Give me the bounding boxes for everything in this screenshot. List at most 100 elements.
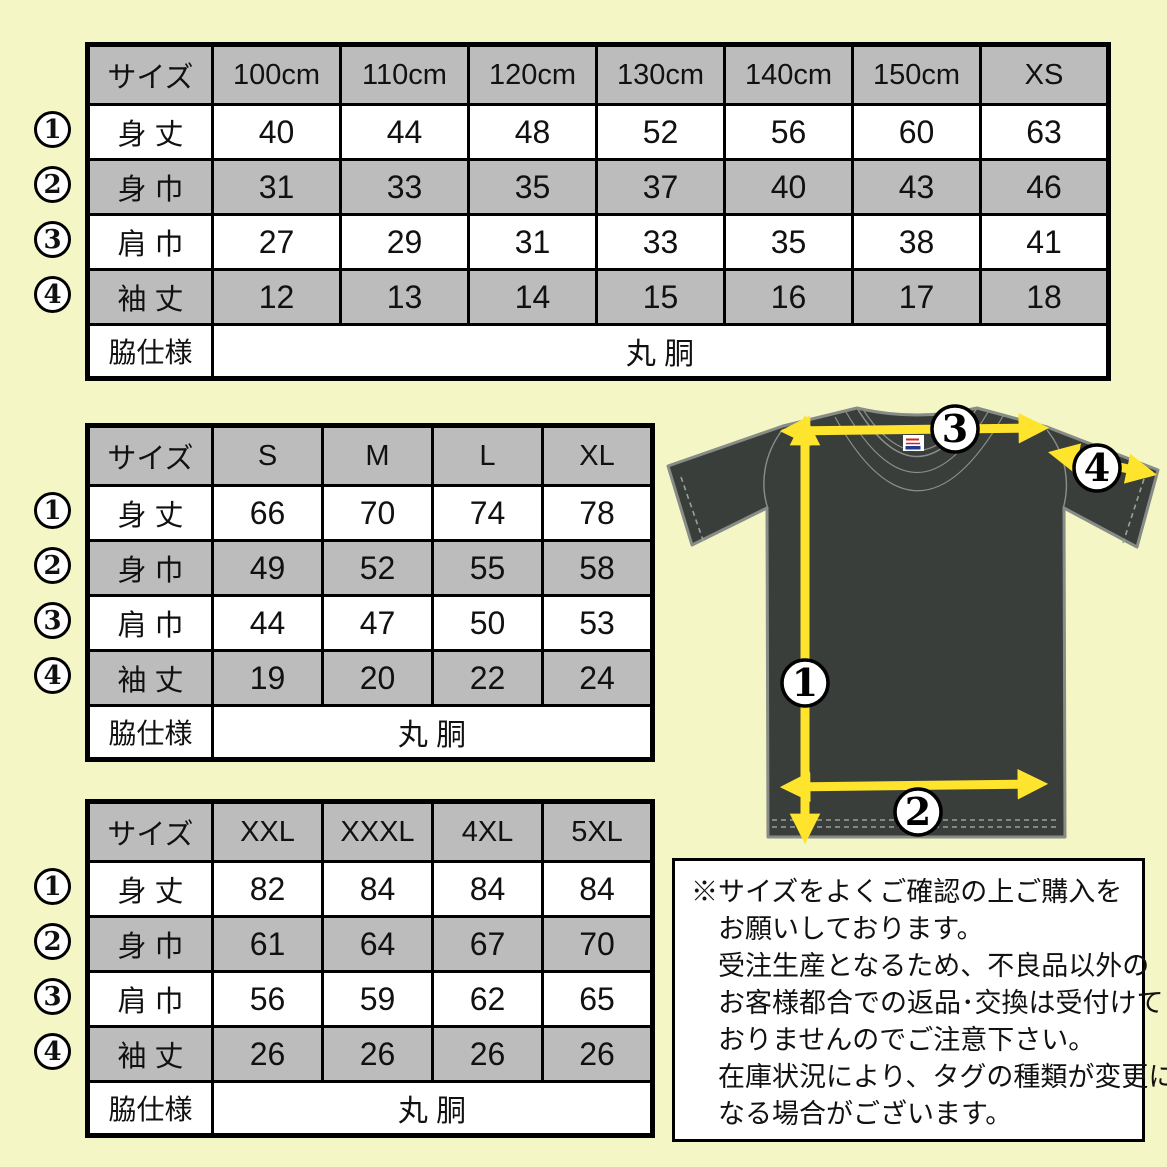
tshirt-diagram: 1 2 3 4 bbox=[666, 404, 1160, 845]
note-line: おりませんのでご注意下さい。 bbox=[718, 1025, 1096, 1055]
size-col-header: 4XL bbox=[431, 800, 544, 863]
size-col-header: 110cm bbox=[339, 43, 470, 106]
note-line: 受注生産となるため、不良品以外の bbox=[718, 951, 1150, 981]
size-value-cell: 49 bbox=[211, 539, 324, 597]
size-header-label: サイズ bbox=[86, 424, 214, 487]
note-box: ※サイズをよくご確認の上ご購入をお願いしております。受注生産となるため、不良品以… bbox=[672, 858, 1167, 1142]
right-sleeve-stitch bbox=[1122, 478, 1145, 544]
note-line: ※サイズをよくご確認の上ご購入を bbox=[691, 877, 1123, 907]
circled-number-1: 1 bbox=[34, 492, 71, 529]
footer-value: 丸 胴 bbox=[211, 323, 1110, 380]
size-value-cell: 26 bbox=[541, 1025, 654, 1083]
diagram-circled-number-3: 3 bbox=[930, 404, 980, 454]
size-value-cell: 13 bbox=[339, 268, 470, 326]
size-value-cell: 61 bbox=[211, 915, 324, 973]
size-value-cell: 63 bbox=[979, 103, 1110, 161]
size-value-cell: 26 bbox=[211, 1025, 324, 1083]
circled-number-3: 3 bbox=[34, 978, 71, 1015]
size-value-cell: 84 bbox=[541, 860, 654, 918]
size-value-cell: 37 bbox=[595, 158, 726, 216]
size-value-cell: 33 bbox=[339, 158, 470, 216]
body-width-arrow bbox=[779, 768, 1049, 803]
size-value-cell: 47 bbox=[321, 594, 434, 652]
diagram-circled-number-2: 2 bbox=[893, 787, 943, 837]
row-label: 身 丈 bbox=[86, 484, 214, 542]
svg-text:3: 3 bbox=[942, 406, 968, 451]
svg-text:1: 1 bbox=[792, 660, 818, 705]
size-value-cell: 70 bbox=[541, 915, 654, 973]
size-value-cell: 15 bbox=[595, 268, 726, 326]
size-col-header: XXL bbox=[211, 800, 324, 863]
circled-number-4: 4 bbox=[34, 657, 71, 694]
diagram-circled-number-1: 1 bbox=[780, 658, 830, 708]
svg-text:4: 4 bbox=[1084, 445, 1110, 490]
size-col-header: 140cm bbox=[723, 43, 854, 106]
size-value-cell: 27 bbox=[211, 213, 342, 271]
size-value-cell: 74 bbox=[431, 484, 544, 542]
left-armhole-seam bbox=[763, 428, 784, 510]
diagram-circled-number-4: 4 bbox=[1072, 443, 1122, 493]
row-label: 身 丈 bbox=[86, 103, 214, 161]
note-line: なる場合がございます。 bbox=[718, 1099, 1013, 1129]
size-col-header: 120cm bbox=[467, 43, 598, 106]
size-value-cell: 29 bbox=[339, 213, 470, 271]
row-label: 肩 巾 bbox=[86, 594, 214, 652]
size-value-cell: 52 bbox=[321, 539, 434, 597]
size-value-cell: 40 bbox=[723, 158, 854, 216]
size-col-header: S bbox=[211, 424, 324, 487]
size-value-cell: 43 bbox=[851, 158, 982, 216]
size-value-cell: 67 bbox=[431, 915, 544, 973]
size-header-label: サイズ bbox=[86, 800, 214, 863]
left-sleeve-stitch bbox=[680, 476, 705, 544]
size-value-cell: 50 bbox=[431, 594, 544, 652]
size-col-header: M bbox=[321, 424, 434, 487]
size-value-cell: 35 bbox=[723, 213, 854, 271]
size-col-header: 130cm bbox=[595, 43, 726, 106]
row-label: 身 巾 bbox=[86, 539, 214, 597]
size-value-cell: 20 bbox=[321, 649, 434, 707]
row-label: 肩 巾 bbox=[86, 970, 214, 1028]
size-table-kids: サイズ 100cm 110cm 120cm 130cm 140cm 150cm XS 身 丈 40… bbox=[85, 42, 1111, 381]
footer-value: 丸 胴 bbox=[211, 1080, 654, 1137]
row-label: 身 丈 bbox=[86, 860, 214, 918]
circled-number-3: 3 bbox=[34, 602, 71, 639]
brand-tag-icon bbox=[903, 435, 924, 451]
size-value-cell: 56 bbox=[723, 103, 854, 161]
row-label: 肩 巾 bbox=[86, 213, 214, 271]
size-value-cell: 60 bbox=[851, 103, 982, 161]
row-label: 袖 丈 bbox=[86, 1025, 214, 1083]
size-value-cell: 26 bbox=[431, 1025, 544, 1083]
size-value-cell: 44 bbox=[339, 103, 470, 161]
note-line: お願いしております。 bbox=[718, 914, 984, 944]
size-col-header: XS bbox=[979, 43, 1110, 106]
size-value-cell: 55 bbox=[431, 539, 544, 597]
size-value-cell: 38 bbox=[851, 213, 982, 271]
footer-label: 脇仕様 bbox=[86, 1080, 214, 1137]
size-value-cell: 26 bbox=[321, 1025, 434, 1083]
size-value-cell: 46 bbox=[979, 158, 1110, 216]
size-value-cell: 78 bbox=[541, 484, 654, 542]
size-value-cell: 41 bbox=[979, 213, 1110, 271]
circled-number-2: 2 bbox=[34, 923, 71, 960]
size-value-cell: 84 bbox=[321, 860, 434, 918]
size-value-cell: 62 bbox=[431, 970, 544, 1028]
shoulder-width-arrow bbox=[779, 412, 1050, 447]
size-col-header: 5XL bbox=[541, 800, 654, 863]
circled-number-3: 3 bbox=[34, 221, 71, 258]
size-value-cell: 48 bbox=[467, 103, 598, 161]
note-line: お客様都合での返品･交換は受付けて bbox=[718, 988, 1164, 1018]
row-label: 袖 丈 bbox=[86, 649, 214, 707]
circled-number-4: 4 bbox=[34, 276, 71, 313]
size-value-cell: 58 bbox=[541, 539, 654, 597]
size-value-cell: 44 bbox=[211, 594, 324, 652]
size-table-adult: サイズ S M L XL 身 丈 66 70 74 78 身 巾 49 52 55 58 肩 巾 44 47 50 5… bbox=[85, 423, 655, 762]
size-col-header: 150cm bbox=[851, 43, 982, 106]
size-col-header: 100cm bbox=[211, 43, 342, 106]
size-value-cell: 35 bbox=[467, 158, 598, 216]
size-value-cell: 31 bbox=[211, 158, 342, 216]
size-value-cell: 70 bbox=[321, 484, 434, 542]
collar-drape-line-2 bbox=[834, 415, 1004, 492]
row-label: 袖 丈 bbox=[86, 268, 214, 326]
size-value-cell: 16 bbox=[723, 268, 854, 326]
